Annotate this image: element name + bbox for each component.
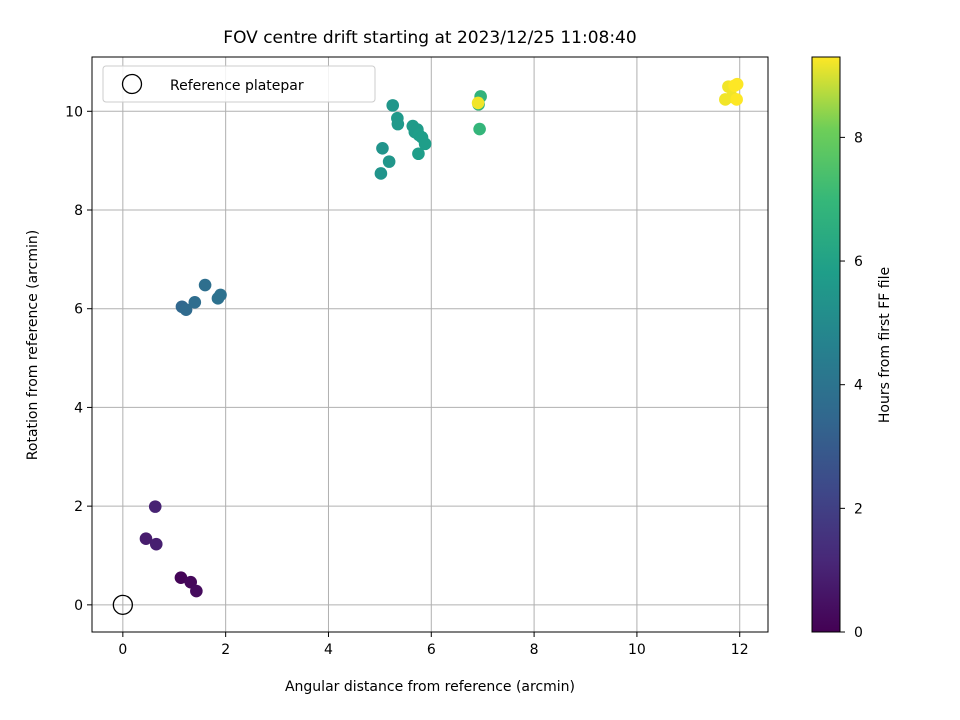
x-tick-label: 12 xyxy=(731,642,749,658)
x-tick-label: 2 xyxy=(221,642,230,658)
axis-ticks: 0 2 4 6 8 10 12 0 2 4 6 8 10 xyxy=(65,104,748,658)
data-point xyxy=(139,532,153,546)
y-axis-label: Rotation from reference (arcmin) xyxy=(25,230,41,460)
colorbar-tick-label: 8 xyxy=(854,130,863,146)
x-tick-label: 0 xyxy=(118,642,127,658)
data-point xyxy=(149,537,163,551)
data-point xyxy=(730,77,744,91)
plot-frame xyxy=(91,56,769,633)
chart-title: FOV centre drift starting at 2023/12/25 … xyxy=(223,28,636,48)
data-point xyxy=(148,500,162,513)
y-tick-label: 0 xyxy=(74,598,83,614)
colorbar-tick-label: 2 xyxy=(854,501,863,517)
data-point xyxy=(471,96,485,110)
data-point xyxy=(374,167,388,180)
legend-entry-label: Reference platepar xyxy=(170,78,304,94)
data-point xyxy=(391,117,405,131)
data-point xyxy=(174,571,188,585)
data-point xyxy=(412,147,425,161)
colorbar-tick-label: 4 xyxy=(854,378,863,394)
legend-box xyxy=(102,65,376,103)
colorbar: 0 2 4 6 8 Hours from first FF file xyxy=(811,56,893,641)
data-point xyxy=(376,142,389,155)
colorbar-tick-label: 0 xyxy=(854,625,863,641)
data-point xyxy=(179,303,193,317)
colorbar-tick-label: 6 xyxy=(854,254,863,270)
y-tick-label: 4 xyxy=(74,400,83,416)
data-point xyxy=(214,288,227,302)
x-tick-label: 4 xyxy=(324,642,333,658)
legend-reference-marker xyxy=(121,73,143,95)
y-tick-label: 10 xyxy=(65,104,83,120)
y-tick-label: 8 xyxy=(74,203,83,219)
y-tick-label: 2 xyxy=(74,499,83,515)
data-point xyxy=(730,93,743,106)
colorbar-ticks: 0 2 4 6 8 xyxy=(840,130,863,641)
y-tick-label: 6 xyxy=(74,302,83,318)
data-point xyxy=(418,137,432,151)
data-point xyxy=(473,122,486,136)
data-points xyxy=(112,77,744,616)
colorbar-label: Hours from first FF file xyxy=(877,267,893,423)
x-tick-label: 10 xyxy=(628,642,646,658)
legend: Reference platepar xyxy=(102,65,376,103)
grid-lines xyxy=(92,57,768,632)
x-tick-label: 8 xyxy=(530,642,539,658)
data-point xyxy=(198,278,212,292)
data-point xyxy=(386,99,400,112)
reference-platepar-marker xyxy=(112,594,133,616)
data-point xyxy=(190,584,203,598)
data-point xyxy=(382,155,396,168)
data-point xyxy=(188,296,202,309)
colorbar-gradient xyxy=(811,56,841,633)
x-tick-label: 6 xyxy=(427,642,436,658)
x-axis-label: Angular distance from reference (arcmin) xyxy=(285,679,575,695)
